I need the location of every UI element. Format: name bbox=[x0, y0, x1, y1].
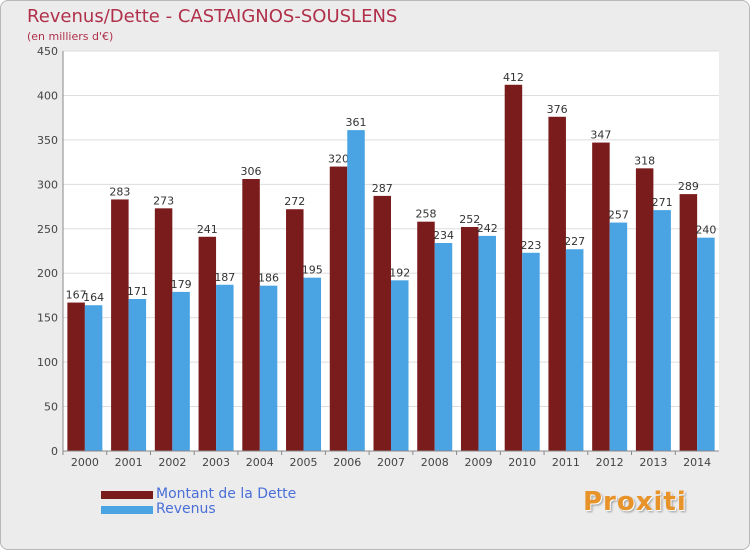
y-tick-label: 100 bbox=[37, 356, 58, 369]
x-tick-label: 2009 bbox=[464, 456, 492, 469]
x-tick-label: 2010 bbox=[508, 456, 536, 469]
data-label: 273 bbox=[153, 194, 174, 207]
bar-dette bbox=[460, 227, 479, 451]
bar-revenus bbox=[653, 210, 671, 451]
data-label: 195 bbox=[302, 264, 323, 277]
bar-dette bbox=[635, 168, 654, 452]
bar-revenus bbox=[303, 277, 322, 451]
data-label: 272 bbox=[284, 195, 305, 208]
x-tick-label: 2005 bbox=[290, 456, 318, 469]
bar-dette bbox=[242, 179, 260, 451]
data-label: 179 bbox=[171, 278, 192, 291]
bar-revenus bbox=[84, 305, 103, 451]
bar-dette bbox=[329, 166, 348, 452]
bar-revenus bbox=[216, 284, 234, 451]
x-tick-label: 2007 bbox=[377, 456, 405, 469]
bar-dette bbox=[373, 195, 391, 451]
data-label: 187 bbox=[214, 271, 235, 284]
y-tick-label: 200 bbox=[37, 267, 58, 280]
data-label: 171 bbox=[127, 285, 148, 298]
x-tick-label: 2014 bbox=[683, 456, 711, 469]
x-tick-label: 2013 bbox=[639, 456, 667, 469]
data-label: 287 bbox=[372, 182, 393, 195]
bar-revenus bbox=[259, 285, 278, 451]
bar-dette bbox=[111, 199, 129, 451]
data-label: 306 bbox=[241, 165, 262, 178]
data-label: 258 bbox=[415, 208, 436, 221]
x-tick-label: 2003 bbox=[202, 456, 230, 469]
data-label: 347 bbox=[590, 129, 611, 142]
x-tick-label: 2001 bbox=[115, 456, 143, 469]
data-label: 412 bbox=[503, 71, 524, 84]
y-axis: 0 50 100 150 200 250 300 350 400 450 bbox=[37, 45, 64, 458]
x-tick-label: 2012 bbox=[596, 456, 624, 469]
chart-subtitle: (en milliers d'€) bbox=[27, 30, 114, 43]
legend-label-dette: Montant de la Dette bbox=[156, 486, 297, 502]
data-label: 234 bbox=[433, 229, 454, 242]
x-tick-label: 2006 bbox=[333, 456, 361, 469]
data-label: 227 bbox=[564, 235, 585, 248]
bar-dette bbox=[286, 209, 304, 451]
x-tick-label: 2004 bbox=[246, 456, 274, 469]
data-label: 192 bbox=[389, 266, 410, 279]
bar-dette bbox=[67, 302, 85, 451]
bar-revenus bbox=[172, 291, 190, 451]
data-label: 318 bbox=[634, 154, 655, 167]
x-tick-label: 2008 bbox=[421, 456, 449, 469]
data-label: 242 bbox=[477, 222, 498, 235]
data-label: 271 bbox=[652, 196, 673, 209]
bar-revenus bbox=[565, 249, 584, 451]
bar-dette bbox=[679, 194, 698, 451]
bar-revenus bbox=[391, 280, 409, 451]
bar-revenus bbox=[522, 252, 540, 451]
data-label: 289 bbox=[678, 180, 699, 193]
data-label: 257 bbox=[608, 209, 629, 222]
bar-revenus bbox=[434, 243, 453, 451]
data-label: 361 bbox=[346, 116, 367, 129]
y-tick-label: 50 bbox=[44, 401, 58, 414]
data-label: 164 bbox=[83, 291, 104, 304]
x-tick-label: 2011 bbox=[552, 456, 580, 469]
bar-dette bbox=[154, 208, 173, 451]
data-label: 186 bbox=[258, 272, 279, 285]
bar-revenus bbox=[609, 222, 628, 451]
y-tick-label: 400 bbox=[37, 89, 58, 102]
data-label: 252 bbox=[459, 213, 480, 226]
data-label: 283 bbox=[109, 185, 130, 198]
data-label: 223 bbox=[520, 239, 541, 252]
bar-dette bbox=[198, 236, 217, 451]
bar-revenus bbox=[128, 299, 147, 451]
y-tick-label: 150 bbox=[37, 312, 58, 325]
y-tick-label: 0 bbox=[51, 445, 58, 458]
y-tick-label: 350 bbox=[37, 134, 58, 147]
data-label: 320 bbox=[328, 153, 349, 166]
x-tick-label: 2000 bbox=[71, 456, 99, 469]
y-tick-label: 300 bbox=[37, 178, 58, 191]
bar-revenus bbox=[347, 130, 365, 451]
bar-dette bbox=[504, 84, 523, 452]
y-tick-label: 250 bbox=[37, 223, 58, 236]
data-label: 167 bbox=[66, 289, 87, 302]
x-tick-label: 2002 bbox=[158, 456, 186, 469]
x-axis: 2000 2001 2002 2003 2004 2005 2006 2007 2008 2009… bbox=[62, 450, 719, 469]
bar-dette bbox=[548, 116, 566, 452]
y-tick-label: 450 bbox=[37, 45, 58, 58]
legend-swatch-dette bbox=[101, 491, 153, 499]
bar-revenus bbox=[697, 237, 715, 451]
data-label: 240 bbox=[695, 224, 716, 237]
bar-dette bbox=[417, 221, 435, 451]
chart-title: Revenus/Dette - CASTAIGNOS-SOUSLENS bbox=[27, 6, 398, 27]
data-label: 241 bbox=[197, 223, 218, 236]
bar-dette bbox=[592, 142, 610, 452]
bar-revenus bbox=[478, 235, 496, 451]
proxiti-logo: Proxiti bbox=[583, 487, 687, 517]
data-label: 376 bbox=[547, 103, 568, 116]
legend-swatch-revenus bbox=[101, 506, 153, 514]
legend-label-revenus: Revenus bbox=[156, 501, 216, 517]
